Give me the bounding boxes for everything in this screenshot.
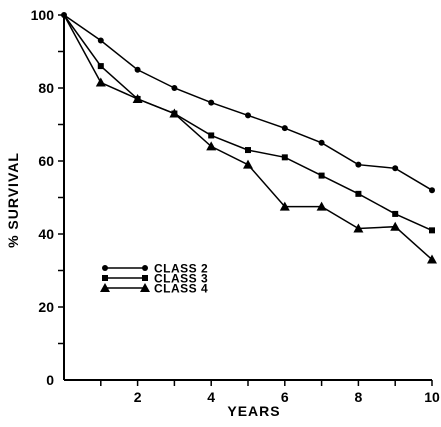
data-point [206, 141, 217, 151]
legend-marker [142, 265, 148, 271]
data-point [97, 37, 104, 44]
y-tick-label: 100 [31, 7, 55, 23]
axes [63, 15, 432, 381]
legend-marker [142, 275, 148, 281]
data-point [245, 112, 251, 119]
data-point [132, 93, 143, 103]
data-point [171, 85, 178, 91]
data-point [61, 12, 67, 18]
legend-marker [102, 275, 108, 281]
data-point [208, 99, 215, 106]
legend-label: CLASS 2 [154, 262, 208, 276]
legend-marker [140, 283, 150, 292]
y-tick-label: 20 [38, 299, 54, 315]
x-tick-label: 8 [355, 389, 363, 405]
y-tick-label: 40 [38, 226, 54, 242]
x-tick-label: 10 [424, 389, 440, 405]
legend-marker [102, 265, 108, 271]
x-tick-label: 6 [281, 389, 289, 405]
legend-marker [100, 283, 110, 292]
data-point [355, 161, 362, 168]
series-line [63, 14, 433, 232]
data-point [316, 201, 327, 211]
data-point [95, 77, 106, 87]
legend-label: CLASS 4 [154, 282, 208, 296]
data-point [169, 108, 180, 118]
data-point [208, 132, 215, 139]
data-point [318, 139, 325, 146]
data-point [245, 147, 251, 154]
data-point [390, 221, 401, 231]
series-2 [63, 14, 435, 234]
data-point [429, 187, 435, 194]
data-point [392, 210, 399, 217]
legend-label: CLASS 3 [154, 272, 208, 286]
data-point [243, 159, 253, 169]
series-1 [63, 14, 435, 194]
y-tick-label: 60 [38, 153, 54, 169]
data-point [281, 125, 288, 132]
data-point [429, 227, 435, 234]
y-tick-label: 80 [38, 80, 54, 96]
series-layer [61, 12, 437, 264]
data-point [318, 172, 325, 179]
data-point [427, 254, 437, 264]
data-point [355, 190, 362, 197]
series-line [63, 14, 433, 261]
data-point [353, 223, 364, 233]
x-axis-title: YEARS [227, 403, 280, 419]
data-point [281, 154, 288, 161]
x-tick-label: 2 [134, 389, 142, 405]
x-tick-label: 4 [207, 389, 215, 405]
data-point [97, 63, 104, 70]
y-tick-label: 0 [46, 372, 54, 388]
data-point [279, 201, 290, 211]
y-axis-title: % SURVIVAL [5, 152, 21, 248]
data-point [134, 66, 141, 73]
data-point [392, 165, 399, 172]
series-3 [63, 14, 437, 264]
